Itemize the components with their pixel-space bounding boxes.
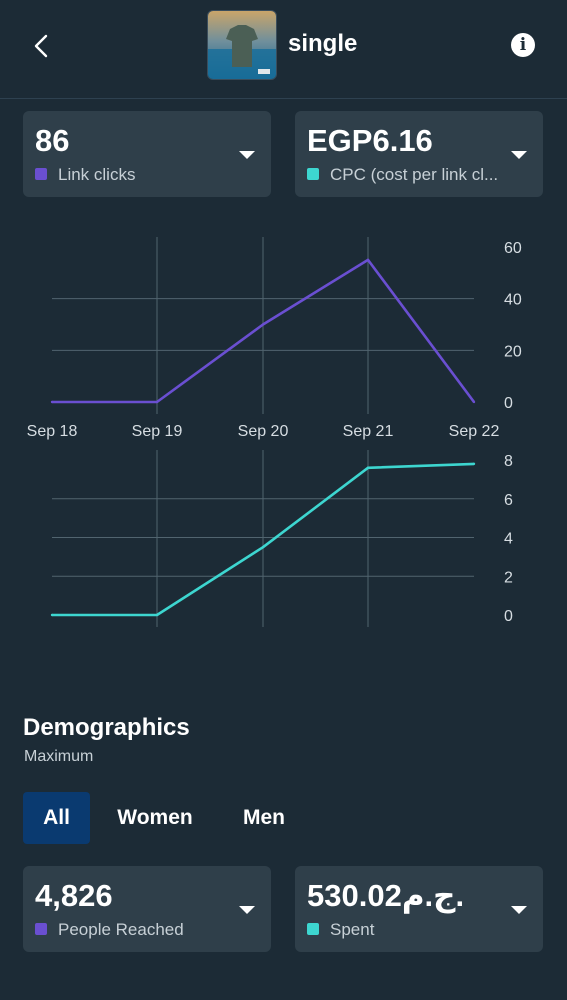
data-point xyxy=(155,400,159,404)
cpc-chart: 8 6 4 2 0 xyxy=(0,450,567,630)
y-tick-label: 0 xyxy=(504,608,513,625)
cpc-chart-svg: 8 6 4 2 0 xyxy=(50,450,513,627)
caret-down-icon xyxy=(239,151,255,159)
metric-value: 86 xyxy=(35,123,70,158)
demographics-title: Demographics xyxy=(23,714,190,741)
metric-card-people-reached[interactable]: 4,826 People Reached xyxy=(23,866,271,952)
data-point xyxy=(50,400,54,404)
legend-swatch xyxy=(35,168,47,180)
data-point xyxy=(472,462,476,466)
x-tick-label: Sep 22 xyxy=(449,423,500,440)
info-icon: i xyxy=(519,35,527,55)
data-point xyxy=(261,545,265,549)
caret-down-icon xyxy=(239,906,255,914)
x-tick-label: Sep 19 xyxy=(132,423,183,440)
x-tick-label: Sep 20 xyxy=(238,423,289,440)
data-point xyxy=(366,466,370,469)
metric-label: Link clicks xyxy=(58,165,136,184)
data-point xyxy=(50,613,54,617)
metric-value: EGP6.16 xyxy=(307,123,433,158)
y-tick-label: 8 xyxy=(504,453,513,470)
y-tick-label: 6 xyxy=(504,492,513,509)
back-button[interactable] xyxy=(24,28,60,64)
y-tick-label: 4 xyxy=(504,531,513,548)
link-clicks-chart-svg: 60 40 20 0 Sep 18 Sep 19 Sep 20 Sep 21 Sep 22 xyxy=(27,237,522,440)
tab-men[interactable]: Men xyxy=(243,806,285,829)
metric-card-cpc[interactable]: EGP6.16 CPC (cost per link cl... xyxy=(295,111,543,197)
data-point xyxy=(261,323,265,326)
legend-swatch xyxy=(307,168,319,180)
metric-value: 530.02ج.م. xyxy=(307,878,465,913)
metric-label: Spent xyxy=(330,920,375,939)
y-tick-label: 40 xyxy=(504,292,522,309)
y-tick-label: 20 xyxy=(504,343,522,360)
link-clicks-chart: 60 40 20 0 Sep 18 Sep 19 Sep 20 Sep 21 Sep 22 xyxy=(0,230,567,450)
info-button[interactable]: i xyxy=(511,33,535,57)
legend-swatch xyxy=(35,923,47,935)
metric-label: People Reached xyxy=(58,920,184,939)
caret-down-icon xyxy=(511,906,527,914)
tab-all[interactable]: All xyxy=(23,792,90,844)
tab-women[interactable]: Women xyxy=(117,806,193,829)
data-point xyxy=(366,258,370,262)
metric-card-link-clicks[interactable]: 86 Link clicks xyxy=(23,111,271,197)
ad-thumbnail[interactable] xyxy=(207,10,277,80)
x-tick-label: Sep 21 xyxy=(343,423,394,440)
demographics-subtitle: Maximum xyxy=(24,748,94,765)
metric-card-spent[interactable]: 530.02ج.م. Spent xyxy=(295,866,543,952)
y-tick-label: 60 xyxy=(504,240,522,257)
legend-swatch xyxy=(307,923,319,935)
y-tick-label: 2 xyxy=(504,569,513,586)
page-title: single xyxy=(288,30,358,57)
chevron-left-icon xyxy=(34,34,48,58)
y-tick-label: 0 xyxy=(504,395,513,412)
data-point xyxy=(155,613,159,617)
top-bar: single i xyxy=(0,0,567,99)
x-tick-label: Sep 18 xyxy=(27,423,78,440)
ad-image xyxy=(208,11,276,79)
caret-down-icon xyxy=(511,151,527,159)
metric-value: 4,826 xyxy=(35,878,113,913)
data-point xyxy=(472,400,476,404)
metric-label: CPC (cost per link cl... xyxy=(330,165,499,184)
